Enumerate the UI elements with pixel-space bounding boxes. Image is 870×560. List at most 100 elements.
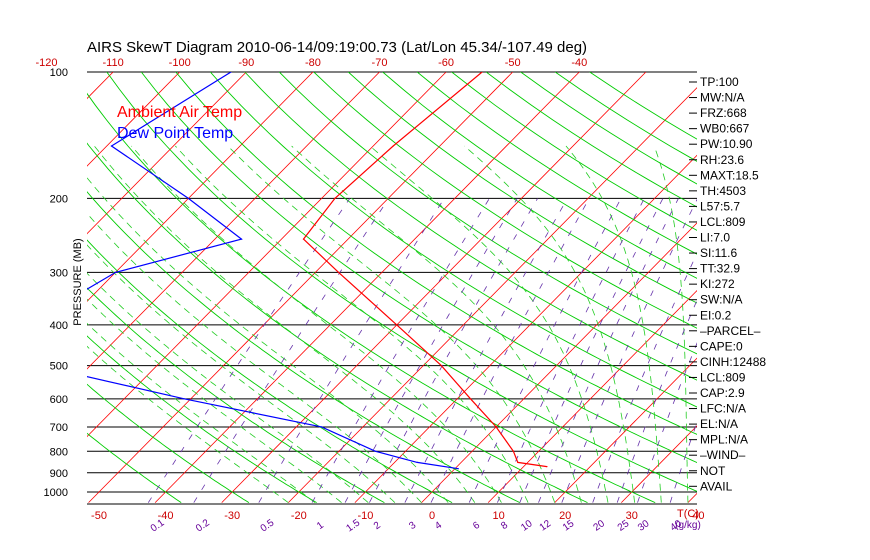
moist-adiabat-line [653, 145, 689, 503]
index-value: TH:4503 [700, 184, 746, 198]
dewpoint-point [187, 197, 189, 199]
isotherm-line [88, 72, 513, 503]
isotherm-line [621, 425, 697, 503]
temperature-point [517, 461, 519, 463]
isotherm-line [487, 290, 697, 503]
pressure-tick-label: 400 [50, 320, 68, 332]
bottom-temp-tick-label: 10 [492, 510, 504, 522]
temperature-point [302, 238, 305, 240]
dewpoint-point [416, 461, 418, 463]
index-value: CINH:12488 [700, 355, 766, 369]
top-temp-tick-label: -90 [238, 57, 254, 69]
pressure-tick-label: 200 [50, 193, 68, 205]
moist-adiabat-line [369, 145, 609, 503]
index-value: WB0:667 [700, 122, 750, 136]
temperature-point [440, 365, 442, 367]
dry-adiabat-line [244, 72, 697, 381]
moist-adiabat-line [87, 272, 369, 503]
mixing-ratio-line [258, 198, 445, 503]
sounding-series [87, 72, 548, 470]
dewpoint-point [183, 398, 185, 400]
legend-entry: Dew Point Temp [117, 125, 233, 142]
index-value: LCL:809 [700, 370, 746, 384]
dry-adiabat-line [87, 432, 182, 503]
top-temp-tick-label: -120 [35, 57, 57, 69]
mixing-ratio-line [430, 198, 590, 503]
index-value: LCL:809 [700, 215, 746, 229]
isotherm-line [0, 72, 47, 503]
chart-title: AIRS SkewT Diagram 2010-06-14/09:19:00.7… [87, 39, 587, 56]
dry-adiabat-line [87, 142, 588, 504]
mixing-ratio-tick-label: 30 [636, 518, 652, 534]
moist-adiabat-line [87, 298, 342, 503]
dewpoint-point [230, 72, 232, 73]
moist-adiabat-line [464, 145, 636, 503]
index-value: SW:N/A [700, 293, 742, 307]
dry-adiabat-line [87, 335, 317, 503]
index-value: KI:272 [700, 277, 735, 291]
temperature-profile-line [302, 72, 547, 468]
mixing-ratio-tick-label: 1 [315, 520, 326, 532]
top-temp-tick-label: -60 [438, 57, 454, 69]
dry-adiabat-line [416, 72, 697, 255]
dry-adiabat-line [87, 191, 520, 504]
index-value: L57:5.7 [700, 199, 740, 213]
index-value: SI:11.6 [700, 246, 737, 260]
pressure-tick-label: 800 [50, 446, 68, 458]
moist-adiabat-line [87, 212, 422, 503]
dry-adiabat-line [451, 72, 697, 231]
index-value: RH:23.6 [700, 153, 744, 167]
top-temp-tick-label: -80 [305, 57, 321, 69]
isotherm-line [87, 72, 114, 100]
dewpoint-point [240, 238, 243, 240]
isotherm-line [554, 357, 697, 503]
plot-area [0, 72, 697, 504]
isotherm-line [354, 154, 697, 503]
legend: Ambient Air Temp Dew Point Temp [117, 104, 242, 142]
moist-adiabat-line [227, 145, 556, 503]
top-temp-tick-label: -40 [571, 57, 587, 69]
dry-adiabat-line [313, 72, 697, 329]
index-value: EI:0.2 [700, 308, 732, 322]
top-temp-tick-label: -110 [102, 57, 123, 69]
mixing-ratio-line [468, 198, 622, 503]
index-value: TP:100 [700, 75, 739, 89]
dewpoint-point [114, 271, 117, 273]
dry-adiabat-line [347, 72, 697, 304]
temp-axis-unit-label: T(C) [677, 508, 699, 520]
bottom-temp-tick-label: -20 [291, 510, 307, 522]
isotherm-line [154, 72, 580, 503]
mixing-ratio-tick-label: 0.5 [259, 517, 277, 534]
dry-adiabat-line [382, 72, 697, 279]
mixing-ratio-tick-label: 4 [433, 520, 444, 532]
temperature-point [338, 271, 340, 273]
isotherm-line [87, 72, 380, 370]
bottom-temp-tick-label: 20 [559, 510, 571, 522]
dewpoint-profile-line [87, 72, 459, 470]
moist-adiabat-line [291, 145, 582, 503]
temperature-point [396, 324, 398, 326]
dewpoint-point [457, 468, 459, 470]
index-value: EL:N/A [700, 417, 738, 431]
pressure-tick-label: 500 [50, 361, 68, 373]
mixing-ratio-line [311, 198, 490, 503]
dry-adiabat-line [520, 72, 697, 185]
bottom-temp-tick-label: 30 [626, 510, 638, 522]
index-value: LI:7.0 [700, 231, 730, 245]
dry-adiabat-line [87, 287, 385, 503]
index-value: CAP:2.9 [700, 386, 745, 400]
mixing-ratio-tick-label: 6 [471, 520, 482, 532]
mixing-ratio-tick-label: 8 [499, 520, 510, 532]
index-value: –PARCEL– [700, 324, 761, 338]
mixing-ratio-line [147, 198, 351, 503]
isotherm-line [421, 222, 697, 503]
moist-adiabat-line [87, 322, 316, 503]
dry-adiabat-line [140, 72, 697, 464]
mixing-ratio-tick-label: 3 [407, 520, 418, 532]
isotherm-line [288, 87, 697, 503]
temperature-point [512, 450, 515, 452]
moist-adiabats [87, 145, 689, 503]
pressure-tick-label: 600 [50, 394, 68, 406]
bottom-temp-tick-label: 40 [692, 510, 704, 522]
